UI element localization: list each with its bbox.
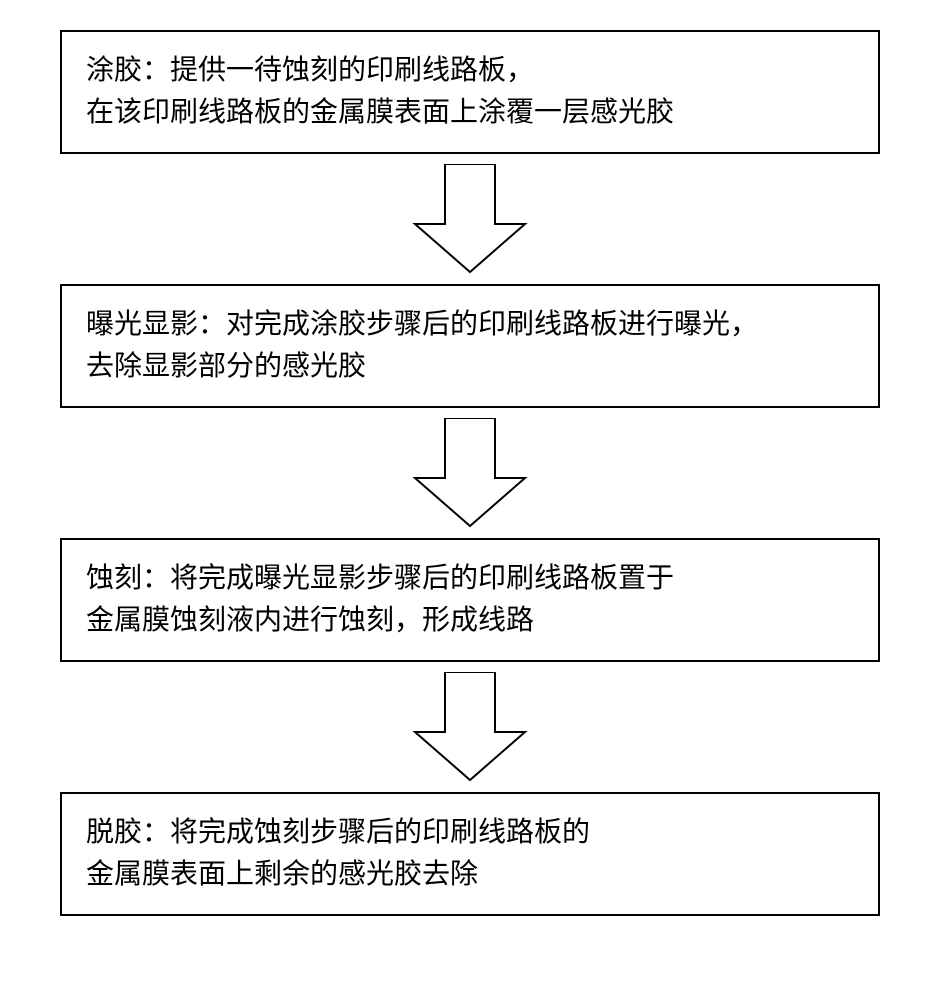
step-1-line-1: 涂胶：提供一待蚀刻的印刷线路板，: [86, 55, 534, 86]
arrow-1: [60, 154, 880, 284]
step-4-line-1: 脱胶：将完成蚀刻步骤后的印刷线路板的: [86, 817, 590, 848]
arrow-2: [60, 408, 880, 538]
step-4-line-2: 金属膜表面上剩余的感光胶去除: [86, 859, 478, 890]
arrow-3: [60, 662, 880, 792]
step-2-line-2: 去除显影部分的感光胶: [86, 351, 366, 382]
step-box-1: 涂胶：提供一待蚀刻的印刷线路板， 在该印刷线路板的金属膜表面上涂覆一层感光胶: [60, 30, 880, 154]
step-box-4: 脱胶：将完成蚀刻步骤后的印刷线路板的 金属膜表面上剩余的感光胶去除: [60, 792, 880, 916]
step-3-line-1: 蚀刻：将完成曝光显影步骤后的印刷线路板置于: [86, 563, 674, 594]
step-2-line-1: 曝光显影：对完成涂胶步骤后的印刷线路板进行曝光，: [86, 309, 758, 340]
flowchart-container: 涂胶：提供一待蚀刻的印刷线路板， 在该印刷线路板的金属膜表面上涂覆一层感光胶 曝…: [60, 30, 880, 916]
step-box-3: 蚀刻：将完成曝光显影步骤后的印刷线路板置于 金属膜蚀刻液内进行蚀刻，形成线路: [60, 538, 880, 662]
step-box-2: 曝光显影：对完成涂胶步骤后的印刷线路板进行曝光， 去除显影部分的感光胶: [60, 284, 880, 408]
step-3-line-2: 金属膜蚀刻液内进行蚀刻，形成线路: [86, 605, 534, 636]
step-1-line-2: 在该印刷线路板的金属膜表面上涂覆一层感光胶: [86, 97, 674, 128]
